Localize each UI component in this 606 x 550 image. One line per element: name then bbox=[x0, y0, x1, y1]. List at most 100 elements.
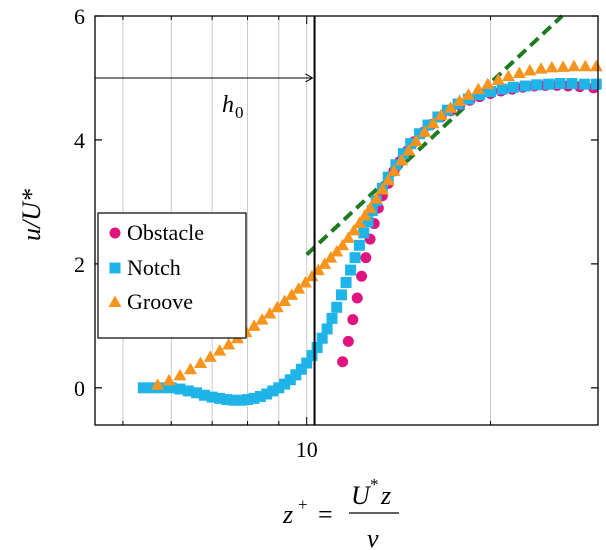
data-point-notch bbox=[566, 78, 578, 90]
data-point-notch bbox=[248, 392, 260, 404]
h0-label: h bbox=[222, 92, 234, 118]
data-point-groove bbox=[461, 88, 475, 100]
data-point-groove bbox=[341, 231, 355, 243]
data-point-notch bbox=[397, 148, 409, 160]
data-point-notch bbox=[206, 391, 218, 403]
x-label-lhs: z bbox=[282, 500, 293, 529]
legend: Obstacle Notch Groove bbox=[97, 212, 247, 339]
data-point-notch bbox=[254, 390, 266, 402]
data-point-groove bbox=[336, 238, 350, 251]
data-point-notch bbox=[242, 394, 254, 406]
data-point-groove bbox=[556, 60, 570, 72]
h0-arrow-head bbox=[305, 73, 314, 83]
data-point-groove bbox=[381, 173, 395, 186]
data-point-groove bbox=[523, 64, 537, 76]
data-point-groove bbox=[162, 373, 176, 386]
data-point-groove bbox=[247, 319, 261, 331]
data-point-groove bbox=[444, 101, 458, 113]
data-point-notch bbox=[496, 83, 508, 95]
data-point-groove bbox=[567, 59, 581, 72]
data-point-notch bbox=[340, 276, 352, 288]
x-label-numerator-sup: * bbox=[370, 475, 379, 494]
data-point-groove bbox=[263, 306, 277, 319]
data-point-obstacle bbox=[351, 292, 363, 304]
data-point-groove bbox=[292, 282, 306, 294]
data-point-notch bbox=[284, 374, 296, 386]
data-point-notch bbox=[326, 312, 338, 324]
data-point-notch bbox=[311, 342, 323, 354]
data-point-notch bbox=[198, 389, 210, 401]
data-point-notch bbox=[358, 227, 370, 239]
y-tick-label: 2 bbox=[74, 252, 85, 277]
data-point-groove bbox=[203, 350, 217, 362]
x-label-numerator-tail: z bbox=[380, 481, 391, 510]
data-point-notch bbox=[191, 387, 203, 399]
y-axis-label: u/U* bbox=[17, 189, 46, 241]
data-point-groove bbox=[213, 344, 227, 356]
plot-frame bbox=[94, 15, 599, 426]
data-point-groove bbox=[278, 294, 292, 307]
y-tick-label: 0 bbox=[74, 376, 85, 401]
reference-line-group bbox=[305, 14, 564, 257]
data-point-groove bbox=[347, 223, 361, 236]
data-point-notch bbox=[554, 78, 566, 90]
data-point-groove bbox=[471, 82, 485, 95]
data-point-notch bbox=[362, 216, 374, 228]
data-point-notch bbox=[321, 323, 333, 335]
data-point-groove bbox=[285, 288, 299, 300]
data-point-notch bbox=[316, 332, 328, 344]
legend-marker-obstacle bbox=[109, 227, 121, 239]
data-point-notch bbox=[228, 394, 240, 406]
data-point-notch bbox=[484, 86, 496, 98]
y-tick-label: 6 bbox=[74, 4, 85, 29]
data-point-groove bbox=[453, 94, 467, 106]
x-label-equals: = bbox=[318, 500, 333, 529]
reference-dashed-line bbox=[305, 14, 564, 257]
data-point-groove bbox=[434, 108, 448, 121]
data-point-groove bbox=[402, 143, 416, 156]
data-point-obstacle bbox=[337, 356, 349, 368]
y-axis-label-text: u/U* bbox=[17, 189, 46, 241]
data-point-groove bbox=[369, 192, 383, 204]
data-point-groove bbox=[151, 378, 165, 390]
data-point-notch bbox=[182, 385, 194, 397]
data-point-obstacle bbox=[360, 252, 372, 264]
data-point-notch bbox=[507, 81, 519, 93]
data-point-notch bbox=[214, 392, 226, 404]
data-point-groove bbox=[534, 62, 548, 74]
data-point-obstacle bbox=[347, 314, 359, 326]
series-groove bbox=[151, 59, 603, 390]
data-point-notch bbox=[519, 80, 531, 92]
data-point-notch bbox=[306, 350, 318, 362]
data-point-notch bbox=[413, 128, 425, 140]
data-point-groove bbox=[324, 251, 338, 263]
data-point-notch bbox=[273, 382, 285, 394]
data-point-groove bbox=[318, 257, 332, 269]
data-point-notch bbox=[405, 138, 417, 150]
data-point-groove bbox=[194, 356, 208, 369]
data-point-groove bbox=[501, 69, 515, 82]
y-tick-label: 4 bbox=[74, 128, 85, 153]
data-point-groove bbox=[512, 66, 526, 79]
axis-ticks: 0 2 4 6 10 bbox=[74, 4, 598, 462]
data-point-groove bbox=[545, 60, 559, 73]
data-point-groove bbox=[589, 59, 603, 72]
data-point-groove bbox=[387, 164, 401, 176]
data-point-notch bbox=[174, 383, 186, 395]
data-point-groove bbox=[183, 362, 197, 375]
data-point-notch bbox=[590, 78, 602, 90]
data-point-groove bbox=[358, 209, 372, 221]
data-point-groove bbox=[255, 313, 269, 325]
legend-box bbox=[97, 212, 247, 339]
data-point-groove bbox=[418, 125, 432, 137]
legend-label-obstacle: Obstacle bbox=[127, 220, 204, 245]
data-point-groove bbox=[222, 337, 236, 350]
data-point-groove bbox=[491, 73, 505, 85]
data-point-groove bbox=[395, 153, 409, 166]
data-point-notch bbox=[290, 369, 302, 381]
h0-label-sub: 0 bbox=[235, 103, 244, 122]
data-point-notch bbox=[331, 301, 343, 313]
data-point-notch bbox=[267, 385, 279, 397]
